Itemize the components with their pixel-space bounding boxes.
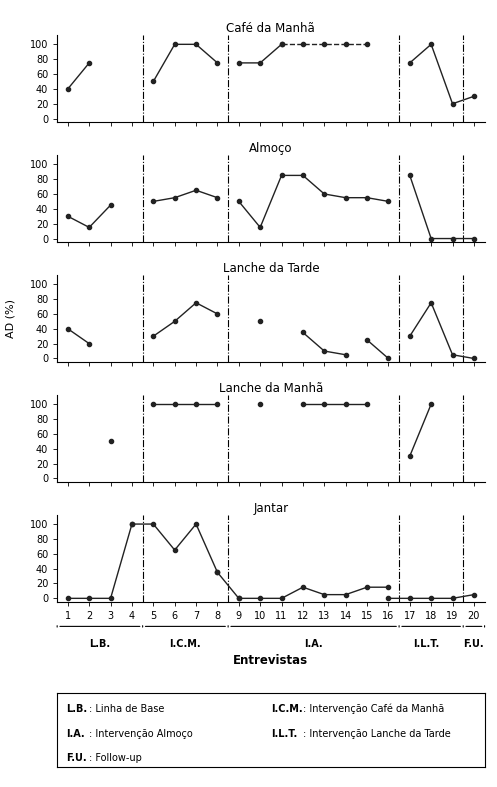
Text: Entrevistas: Entrevistas <box>233 654 309 667</box>
Text: I.L.T.: I.L.T. <box>413 638 439 648</box>
Text: L.B.: L.B. <box>89 638 110 648</box>
Text: I.A.: I.A. <box>66 729 84 739</box>
Text: : Intervenção Lanche da Tarde: : Intervenção Lanche da Tarde <box>303 729 451 739</box>
Title: Café da Manhã: Café da Manhã <box>227 22 315 35</box>
Text: I.C.M.: I.C.M. <box>271 704 303 714</box>
Text: AD (%): AD (%) <box>6 299 16 338</box>
Title: Lanche da Manhã: Lanche da Manhã <box>219 382 323 395</box>
Text: L.B.: L.B. <box>66 704 87 714</box>
Text: I.A.: I.A. <box>304 638 323 648</box>
Title: Almoço: Almoço <box>249 142 293 155</box>
Text: : Intervenção Almoço: : Intervenção Almoço <box>89 729 193 739</box>
Text: : Linha de Base: : Linha de Base <box>89 704 165 714</box>
Title: Lanche da Tarde: Lanche da Tarde <box>223 262 319 275</box>
Title: Jantar: Jantar <box>253 502 288 515</box>
Text: : Follow-up: : Follow-up <box>89 753 142 763</box>
Text: F.U.: F.U. <box>464 638 484 648</box>
Text: I.C.M.: I.C.M. <box>169 638 201 648</box>
Text: I.L.T.: I.L.T. <box>271 729 297 739</box>
Text: : Intervenção Café da Manhã: : Intervenção Café da Manhã <box>303 704 444 715</box>
Text: F.U.: F.U. <box>66 753 86 763</box>
